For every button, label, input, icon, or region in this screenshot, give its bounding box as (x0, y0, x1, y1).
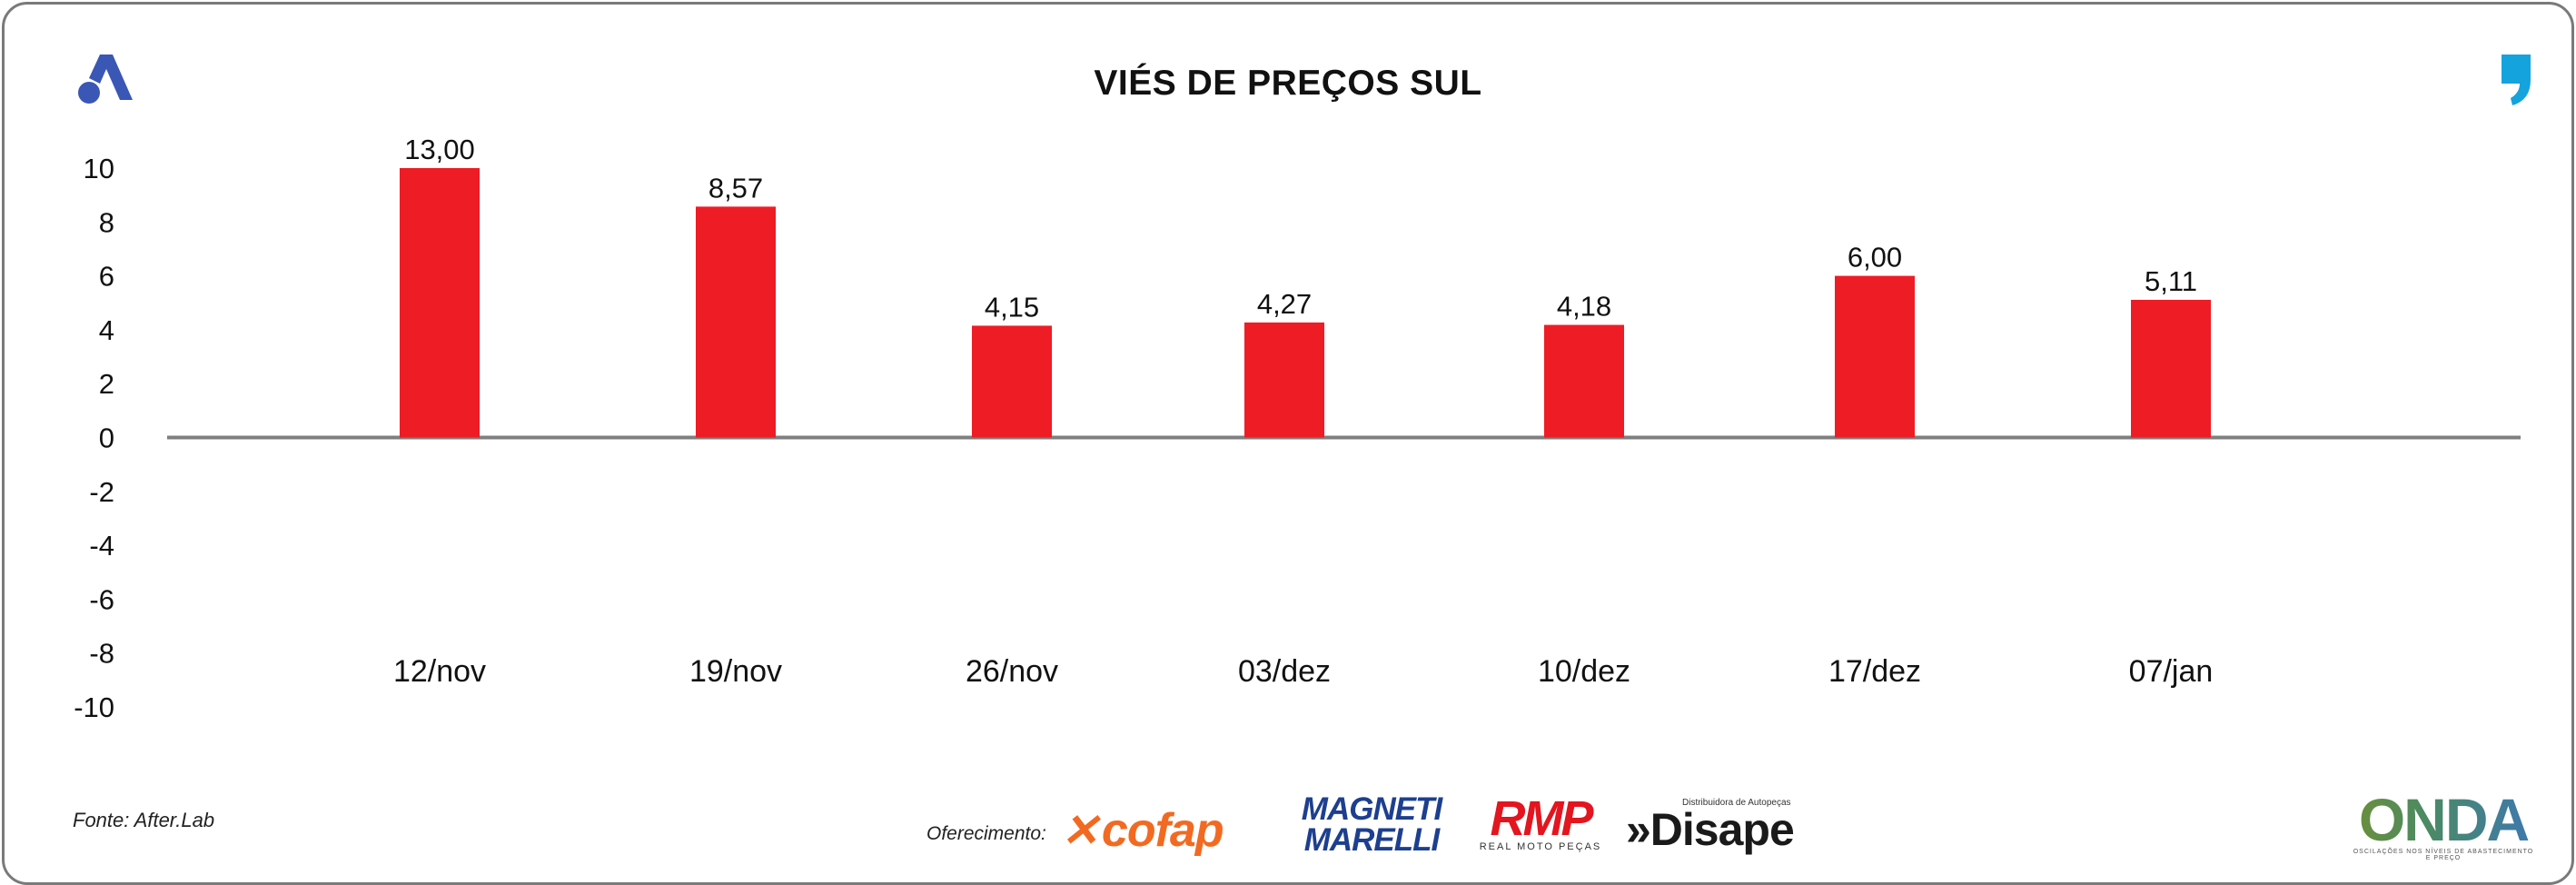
onda-logo: ONDA OSCILAÇÕES NOS NÍVEIS DE ABASTECIME… (2353, 786, 2534, 861)
y-tick-label: 10 (84, 153, 114, 184)
sponsors-strip: Oferecimento: ✕cofap MAGNETI MARELLI RMP… (926, 791, 1798, 863)
cofap-x-icon: ✕ (1061, 805, 1099, 856)
y-tick-label: -4 (89, 530, 114, 562)
data-label: 4,27 (1257, 288, 1312, 320)
x-tick-label: 12/nov (393, 654, 486, 689)
source-note: Fonte: After.Lab (73, 809, 215, 831)
bar (1544, 324, 1624, 438)
data-label: 6,00 (1848, 242, 1902, 273)
y-tick-label: -2 (89, 476, 114, 508)
y-tick-label: 8 (99, 206, 114, 238)
y-tick-label: 6 (99, 261, 114, 293)
data-label: 4,18 (1557, 291, 1611, 323)
after-lab-a-logo-icon (76, 49, 136, 109)
data-label: 4,15 (985, 291, 1039, 323)
bar (1835, 275, 1915, 438)
magneti-marelli-logo: MAGNETI MARELLI (1301, 791, 1442, 858)
rmp-logo: RMP REAL MOTO PEÇAS (1479, 791, 1602, 852)
y-tick-label: 4 (99, 314, 114, 346)
bar (972, 325, 1052, 438)
x-tick-label: 07/jan (2129, 654, 2214, 689)
disape-logo: Distribuidora de Autopeças »Disape (1626, 798, 1795, 855)
bar (400, 168, 480, 438)
data-label: 13,00 (404, 134, 475, 165)
sponsor-label: Oferecimento: (926, 823, 1046, 844)
x-tick-label: 03/dez (1238, 654, 1331, 689)
bar-chart: 10 8 6 4 2 0 -2 -4 -6 -8 -10 13,00 8,57 4,15 4,27 4,18… (74, 134, 2521, 723)
x-tick-label: 19/nov (689, 654, 782, 689)
x-tick-label: 17/dez (1828, 654, 1921, 689)
x-tick-label: 26/nov (966, 654, 1058, 689)
bar (1244, 322, 1324, 438)
data-label: 5,11 (2145, 265, 2197, 297)
chart-title: VIÉS DE PREÇOS SUL (1094, 64, 1482, 103)
y-tick-label: -6 (89, 583, 114, 615)
data-label: 8,57 (708, 172, 763, 204)
y-tick-label: -8 (89, 638, 114, 670)
x-tick-label: 10/dez (1538, 654, 1630, 689)
y-tick-label: 2 (99, 368, 114, 400)
cofap-logo: ✕cofap (1061, 804, 1224, 857)
quote-comma-icon (2498, 53, 2534, 109)
bar (696, 206, 776, 438)
y-tick-label: -10 (74, 691, 114, 723)
y-tick-label: 0 (99, 423, 114, 454)
bar (2131, 299, 2211, 438)
